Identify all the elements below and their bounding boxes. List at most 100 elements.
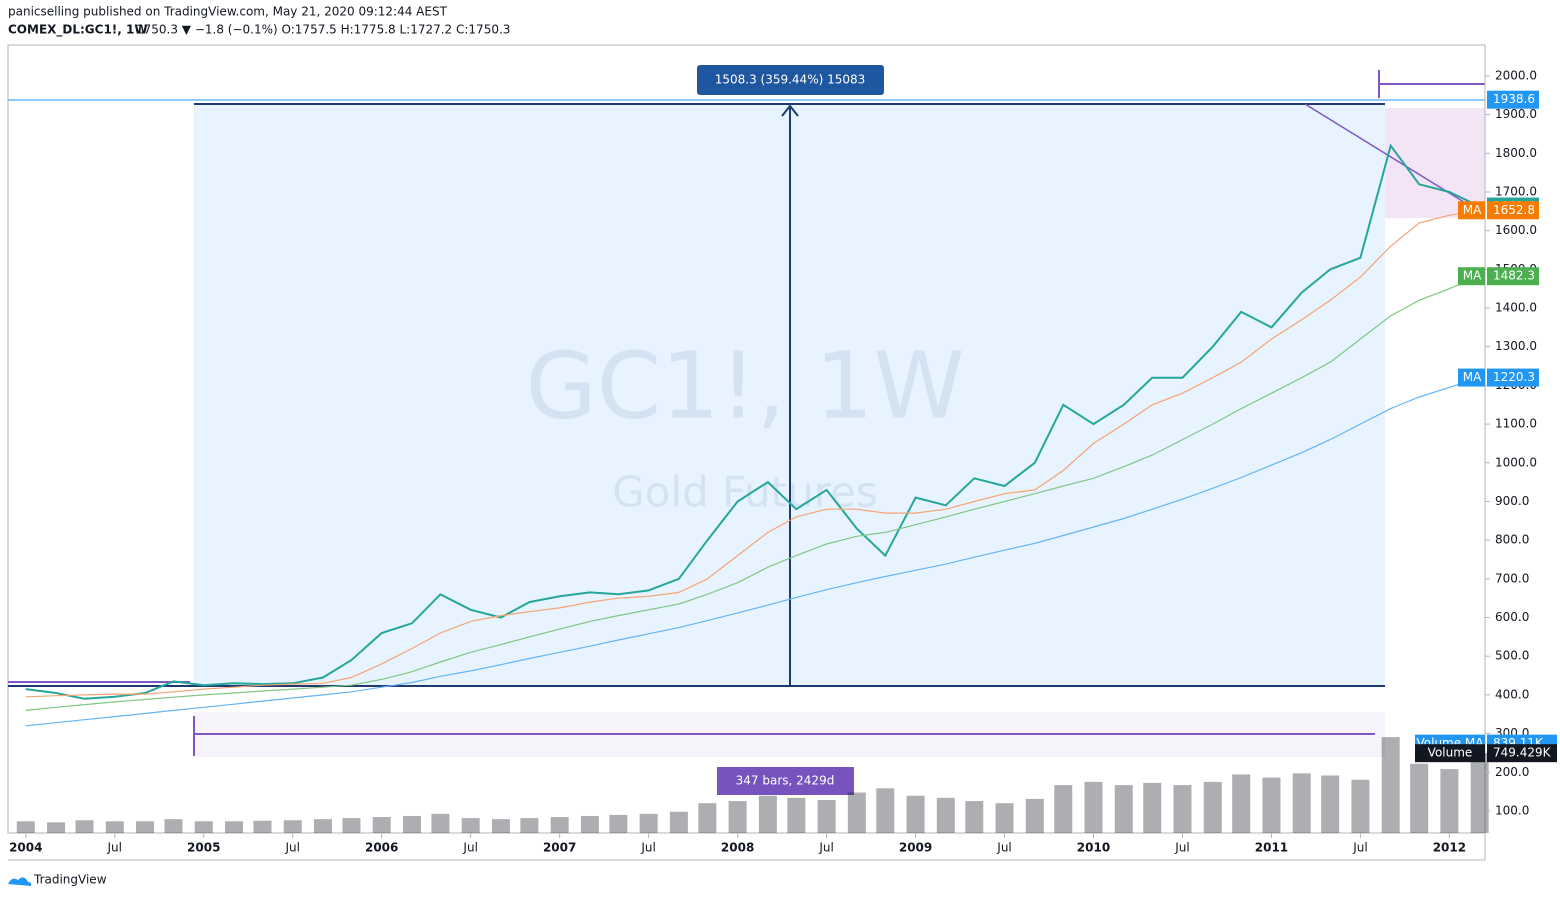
bars-label-box <box>717 767 854 795</box>
volume-bar <box>47 822 66 833</box>
price-label-box <box>1487 368 1539 387</box>
volume-bar <box>639 813 658 833</box>
y-tick-label: 700.0 <box>1495 571 1529 585</box>
arrow-head <box>781 104 799 117</box>
volume-bar <box>1084 781 1103 833</box>
volume-bar <box>1410 763 1429 833</box>
volume-bar <box>1381 737 1400 833</box>
volume-bar <box>906 795 925 833</box>
y-tick-label: 1900.0 <box>1495 107 1537 121</box>
y-tick-label: 200.0 <box>1495 765 1529 779</box>
volume-bar <box>16 821 35 833</box>
y-tick-label: 800.0 <box>1495 533 1529 547</box>
volume-bar <box>1440 769 1459 833</box>
volume-bar <box>698 803 717 833</box>
price-label: 1652.8 <box>1493 203 1535 217</box>
y-tick-label: 1600.0 <box>1495 223 1537 237</box>
price-label-box <box>1487 90 1539 109</box>
volume-bar <box>164 819 183 833</box>
volume-label-box <box>1487 744 1557 763</box>
volume-bar <box>105 821 124 833</box>
y-tick-label: 500.0 <box>1495 649 1529 663</box>
volume-bar <box>1143 782 1162 833</box>
price-label: 1938.6 <box>1493 92 1535 106</box>
volume-bar <box>1203 781 1222 833</box>
x-tick-label: 2008 <box>721 841 754 855</box>
y-tick-label: 400.0 <box>1495 687 1529 701</box>
volume-bar <box>1470 753 1489 833</box>
volume-bar <box>253 820 272 833</box>
footer-brand: TradingView <box>33 873 107 887</box>
price-label: 1220.3 <box>1493 370 1535 384</box>
volume-bar <box>1292 773 1311 833</box>
ma-line <box>25 377 1480 727</box>
y-tick-label: 1800.0 <box>1495 146 1537 160</box>
volume-bar <box>669 811 688 833</box>
volume-bar <box>342 818 361 833</box>
volume-bar <box>224 821 243 833</box>
volume-bar <box>1321 775 1340 833</box>
x-tick-label: Jul <box>996 841 1011 855</box>
volume-bar <box>313 819 332 833</box>
volume-bar <box>1025 798 1044 833</box>
price-label: 1482.3 <box>1493 269 1535 283</box>
price-label-box <box>1487 201 1539 220</box>
price-label-box <box>1487 267 1539 286</box>
y-tick-label: 100.0 <box>1495 803 1529 817</box>
x-tick-label: 2011 <box>1255 841 1288 855</box>
trend-line <box>1304 103 1486 216</box>
x-tick-label: 2009 <box>899 841 932 855</box>
bars-label: 347 bars, 2429d <box>736 774 835 788</box>
x-tick-label: 2012 <box>1433 841 1466 855</box>
volume-bar <box>847 792 866 833</box>
x-tick-label: 2005 <box>187 841 220 855</box>
volume-bar <box>372 817 391 833</box>
volume-bar <box>580 815 599 833</box>
volume-label: 749.429K <box>1493 746 1552 760</box>
x-tick-label: 2006 <box>365 841 398 855</box>
y-tick-label: 1700.0 <box>1495 185 1537 199</box>
y-tick-label: 1400.0 <box>1495 301 1537 315</box>
volume-bar <box>194 821 213 833</box>
y-tick-label: 900.0 <box>1495 494 1529 508</box>
x-tick-label: 2007 <box>543 841 576 855</box>
volume-bar <box>995 803 1014 833</box>
volume-bar <box>283 820 302 833</box>
y-tick-label: 1300.0 <box>1495 339 1537 353</box>
volume-bar <box>75 820 94 833</box>
y-tick-label: 1000.0 <box>1495 455 1537 469</box>
publisher: panicselling published on TradingView.co… <box>8 5 448 19</box>
volume-bar <box>1262 777 1281 833</box>
volume-bar <box>728 801 747 833</box>
volume-bar <box>936 797 955 833</box>
ma-line <box>25 275 1480 711</box>
ma-tag-box <box>1458 368 1485 387</box>
symbol: COMEX_DL:GC1!, 1W <box>8 23 148 38</box>
ma-tag-box <box>1458 201 1485 220</box>
x-tick-label: 2004 <box>9 841 42 855</box>
x-tick-label: Jul <box>462 841 477 855</box>
volume-bar <box>965 801 984 833</box>
measure-label-box <box>697 65 884 95</box>
x-tick-label: Jul <box>818 841 833 855</box>
volume-bar <box>136 821 155 833</box>
volume-bar <box>609 814 628 833</box>
ma-line <box>25 209 1480 698</box>
volume-bar <box>1351 779 1370 833</box>
x-tick-label: 2010 <box>1077 841 1110 855</box>
x-tick-label: Jul <box>1352 841 1367 855</box>
x-tick-label: Jul <box>107 841 122 855</box>
volume-tag: Volume <box>1428 746 1473 760</box>
measure-label: 1508.3 (359.44%) 15083 <box>715 73 866 87</box>
y-tick-label: 2000.0 <box>1495 68 1537 82</box>
volume-bar <box>431 813 450 833</box>
volume-bar <box>787 797 806 833</box>
x-tick-label: Jul <box>1174 841 1189 855</box>
y-tick-label: 600.0 <box>1495 610 1529 624</box>
volume-bar <box>491 819 510 833</box>
quote: 1750.3 ▼ −1.8 (−0.1%) O:1757.5 H:1775.8 … <box>136 23 510 37</box>
ma-tag: MA <box>1463 370 1482 384</box>
volume-bar <box>758 795 777 833</box>
